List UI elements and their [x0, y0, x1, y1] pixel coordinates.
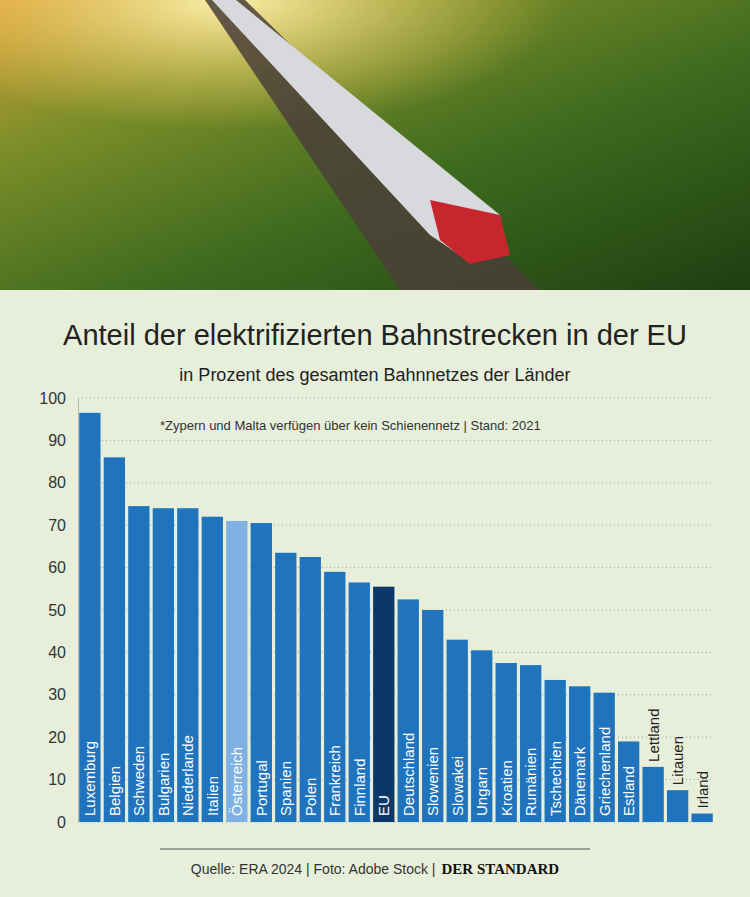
category-label: Polen	[302, 778, 319, 816]
y-tick: 10	[48, 771, 78, 788]
category-label: Belgien	[106, 766, 123, 816]
bar	[373, 587, 394, 822]
y-tick-label: 30	[48, 686, 66, 703]
y-tick: 20	[48, 729, 78, 746]
y-tick: 60	[48, 559, 78, 576]
bar	[128, 506, 149, 822]
y-tick: 40	[48, 644, 78, 661]
bar	[300, 557, 321, 822]
y-tick: 80	[48, 474, 78, 491]
background	[0, 290, 750, 897]
category-label: Estland	[620, 766, 637, 816]
category-labels: Luxemburg Belgien Schweden Bulgarien Niederl…	[81, 708, 710, 816]
bar	[618, 741, 639, 822]
y-tick-label: 20	[48, 729, 66, 746]
bars	[79, 413, 713, 822]
photo-forest	[0, 0, 750, 290]
category-label: Italien	[204, 776, 221, 816]
category-label: Luxemburg	[81, 741, 98, 816]
bar	[422, 610, 443, 822]
bar	[545, 680, 566, 822]
y-tick: 30	[48, 686, 78, 703]
category-label: Irland	[694, 771, 711, 809]
y-tick-label: 10	[48, 771, 66, 788]
photo-train-nose	[430, 200, 510, 264]
category-label: Ungarn	[473, 767, 490, 816]
category-label: Kroatien	[498, 760, 515, 816]
y-tick-label: 80	[48, 474, 66, 491]
bar	[275, 553, 296, 822]
category-label: Slowenien	[424, 747, 441, 816]
bar	[667, 790, 688, 822]
bar	[447, 640, 468, 822]
bar	[104, 457, 125, 822]
grid-line	[78, 440, 714, 441]
category-label: Schweden	[130, 746, 147, 816]
category-label: Litauen	[669, 736, 686, 785]
category-label: Slowakei	[449, 756, 466, 816]
source-rule	[160, 849, 590, 850]
category-label: Frankreich	[326, 745, 343, 816]
bar	[153, 508, 174, 822]
bar	[691, 814, 712, 822]
bar	[324, 572, 345, 822]
y-axis-line	[78, 399, 79, 823]
category-label: Niederlande	[179, 735, 196, 816]
category-label: Bulgarien	[155, 753, 172, 816]
y-tick-label: 100	[39, 390, 66, 407]
subtitle: in Prozent des gesamten Bahnnetzes der L…	[179, 365, 570, 385]
category-label: Spanien	[277, 761, 294, 816]
bar	[642, 767, 663, 822]
y-axis: 0 10 20 30 40 50 60 70 80 90 100	[39, 390, 78, 831]
category-label: Lettland	[645, 708, 662, 761]
y-tick-label: 40	[48, 644, 66, 661]
category-label: Rumänien	[522, 748, 539, 816]
bar	[349, 582, 370, 822]
y-tick: 90	[48, 432, 78, 449]
grid	[78, 398, 714, 822]
y-tick-label: 60	[48, 559, 66, 576]
title: Anteil der elektrifizierten Bahnstrecken…	[63, 319, 687, 351]
source: Quelle: ERA 2024 | Foto: Adobe Stock |	[191, 861, 436, 877]
photo-sun	[0, 0, 750, 290]
category-label: Portugal	[253, 760, 270, 816]
y-tick: 50	[48, 602, 78, 619]
category-label: EU	[375, 795, 392, 816]
category-label: Tschechien	[547, 741, 564, 816]
bar	[471, 650, 492, 822]
y-tick-label: 70	[48, 517, 66, 534]
bar	[177, 508, 198, 822]
y-tick-label: 0	[57, 814, 66, 831]
publisher: DER STANDARD	[442, 861, 560, 877]
bar	[569, 686, 590, 822]
photo-track	[205, 0, 540, 290]
bar	[226, 521, 247, 822]
bar	[594, 693, 615, 822]
bar	[496, 663, 517, 822]
bar	[251, 523, 272, 822]
grid-line	[78, 482, 714, 483]
note: *Zypern und Malta verfügen über kein Sch…	[160, 418, 541, 433]
photo	[0, 0, 750, 290]
category-label: Finnland	[351, 758, 368, 816]
y-tick: 0	[57, 814, 78, 831]
bar	[79, 413, 100, 822]
y-tick-label: 90	[48, 432, 66, 449]
source-line: Quelle: ERA 2024 | Foto: Adobe Stock | DE…	[191, 861, 559, 877]
category-label: Dänemark	[571, 746, 588, 816]
category-label: Griechenland	[596, 727, 613, 816]
y-tick-label: 50	[48, 602, 66, 619]
category-label: Österreich	[228, 747, 245, 816]
bar	[202, 517, 223, 822]
y-tick: 100	[39, 390, 78, 407]
chart-root: Anteil der elektrifizierten Bahnstrecken…	[0, 0, 750, 897]
bar	[520, 665, 541, 822]
grid-line	[78, 398, 714, 399]
category-label: Deutschland	[400, 733, 417, 816]
bar	[398, 599, 419, 822]
y-tick: 70	[48, 517, 78, 534]
